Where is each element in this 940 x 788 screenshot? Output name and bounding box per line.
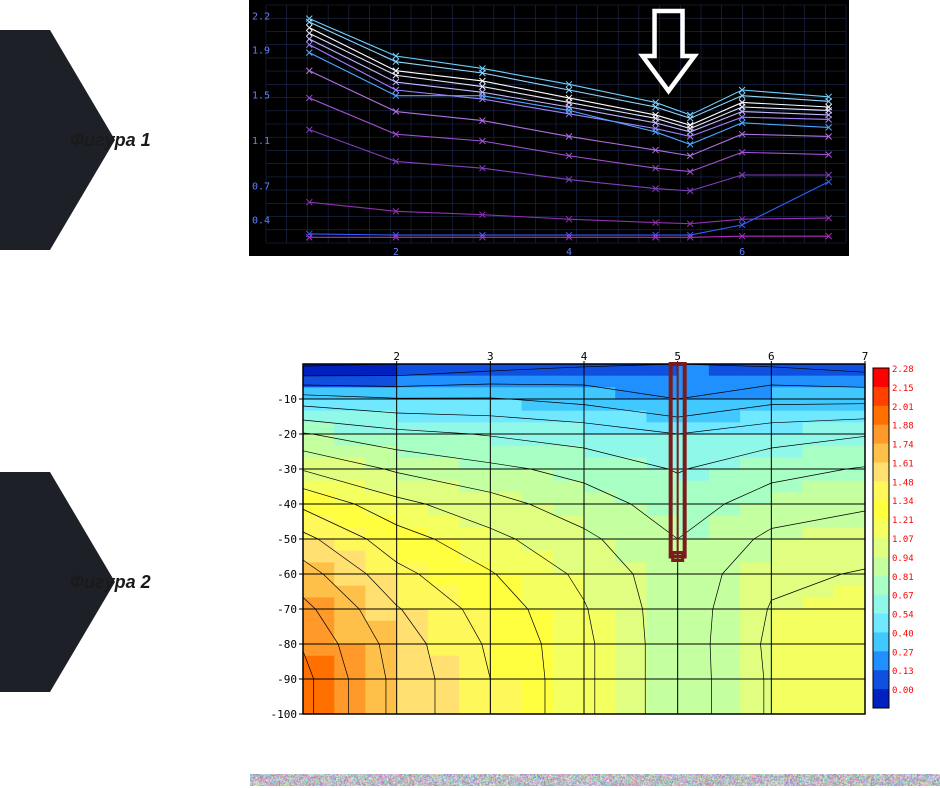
- svg-text:2: 2: [393, 247, 399, 257]
- svg-text:1.07: 1.07: [892, 535, 914, 545]
- noise-strip: [250, 774, 940, 786]
- figure-2-label: Фигура 2: [70, 572, 151, 593]
- svg-text:1.74: 1.74: [892, 441, 914, 451]
- svg-text:0.27: 0.27: [892, 648, 914, 658]
- svg-text:0.54: 0.54: [892, 611, 914, 621]
- svg-text:6: 6: [739, 247, 745, 257]
- figure-1-label: Фигура 1: [70, 130, 151, 151]
- svg-text:-90: -90: [277, 673, 297, 686]
- svg-text:0.00: 0.00: [892, 686, 914, 696]
- svg-text:-80: -80: [277, 638, 297, 651]
- svg-text:2.2: 2.2: [252, 11, 270, 22]
- svg-text:-20: -20: [277, 428, 297, 441]
- svg-text:1.34: 1.34: [892, 497, 914, 507]
- svg-text:2.01: 2.01: [892, 403, 914, 413]
- svg-text:0.67: 0.67: [892, 592, 914, 602]
- svg-text:1.88: 1.88: [892, 422, 914, 432]
- line-chart-figure-1: 2.2 1.9 1.5 1.1 0.7 0.4 2 4 6: [249, 0, 849, 256]
- svg-text:-70: -70: [277, 603, 297, 616]
- svg-text:-30: -30: [277, 463, 297, 476]
- svg-text:0.40: 0.40: [892, 629, 914, 639]
- contour-chart-figure-2: 234567-10-20-30-40-50-60-70-80-90-1002.2…: [255, 348, 939, 728]
- svg-text:1.5: 1.5: [252, 91, 270, 102]
- svg-text:-40: -40: [277, 498, 297, 511]
- svg-text:-60: -60: [277, 568, 297, 581]
- svg-text:-10: -10: [277, 393, 297, 406]
- svg-text:1.21: 1.21: [892, 516, 914, 526]
- svg-text:1.9: 1.9: [252, 45, 270, 56]
- svg-text:4: 4: [566, 247, 572, 257]
- figure-1-pointer: Фигура 1: [0, 30, 220, 270]
- svg-text:-100: -100: [271, 708, 298, 721]
- figure-2-pointer: Фигура 2: [0, 472, 220, 712]
- contour-svg: 234567-10-20-30-40-50-60-70-80-90-1002.2…: [255, 348, 939, 728]
- svg-text:2.15: 2.15: [892, 384, 914, 394]
- svg-text:0.81: 0.81: [892, 573, 914, 583]
- svg-text:-50: -50: [277, 533, 297, 546]
- svg-text:1.61: 1.61: [892, 459, 914, 469]
- svg-text:1.1: 1.1: [252, 136, 270, 147]
- svg-text:1.48: 1.48: [892, 478, 914, 488]
- svg-text:0.94: 0.94: [892, 554, 914, 564]
- svg-text:0.4: 0.4: [252, 215, 270, 226]
- svg-text:2.28: 2.28: [892, 365, 914, 375]
- svg-text:0.7: 0.7: [252, 181, 270, 192]
- svg-text:0.13: 0.13: [892, 667, 914, 677]
- line-chart-svg: 2.2 1.9 1.5 1.1 0.7 0.4 2 4 6: [250, 1, 850, 257]
- arrow-down-icon: [643, 11, 695, 91]
